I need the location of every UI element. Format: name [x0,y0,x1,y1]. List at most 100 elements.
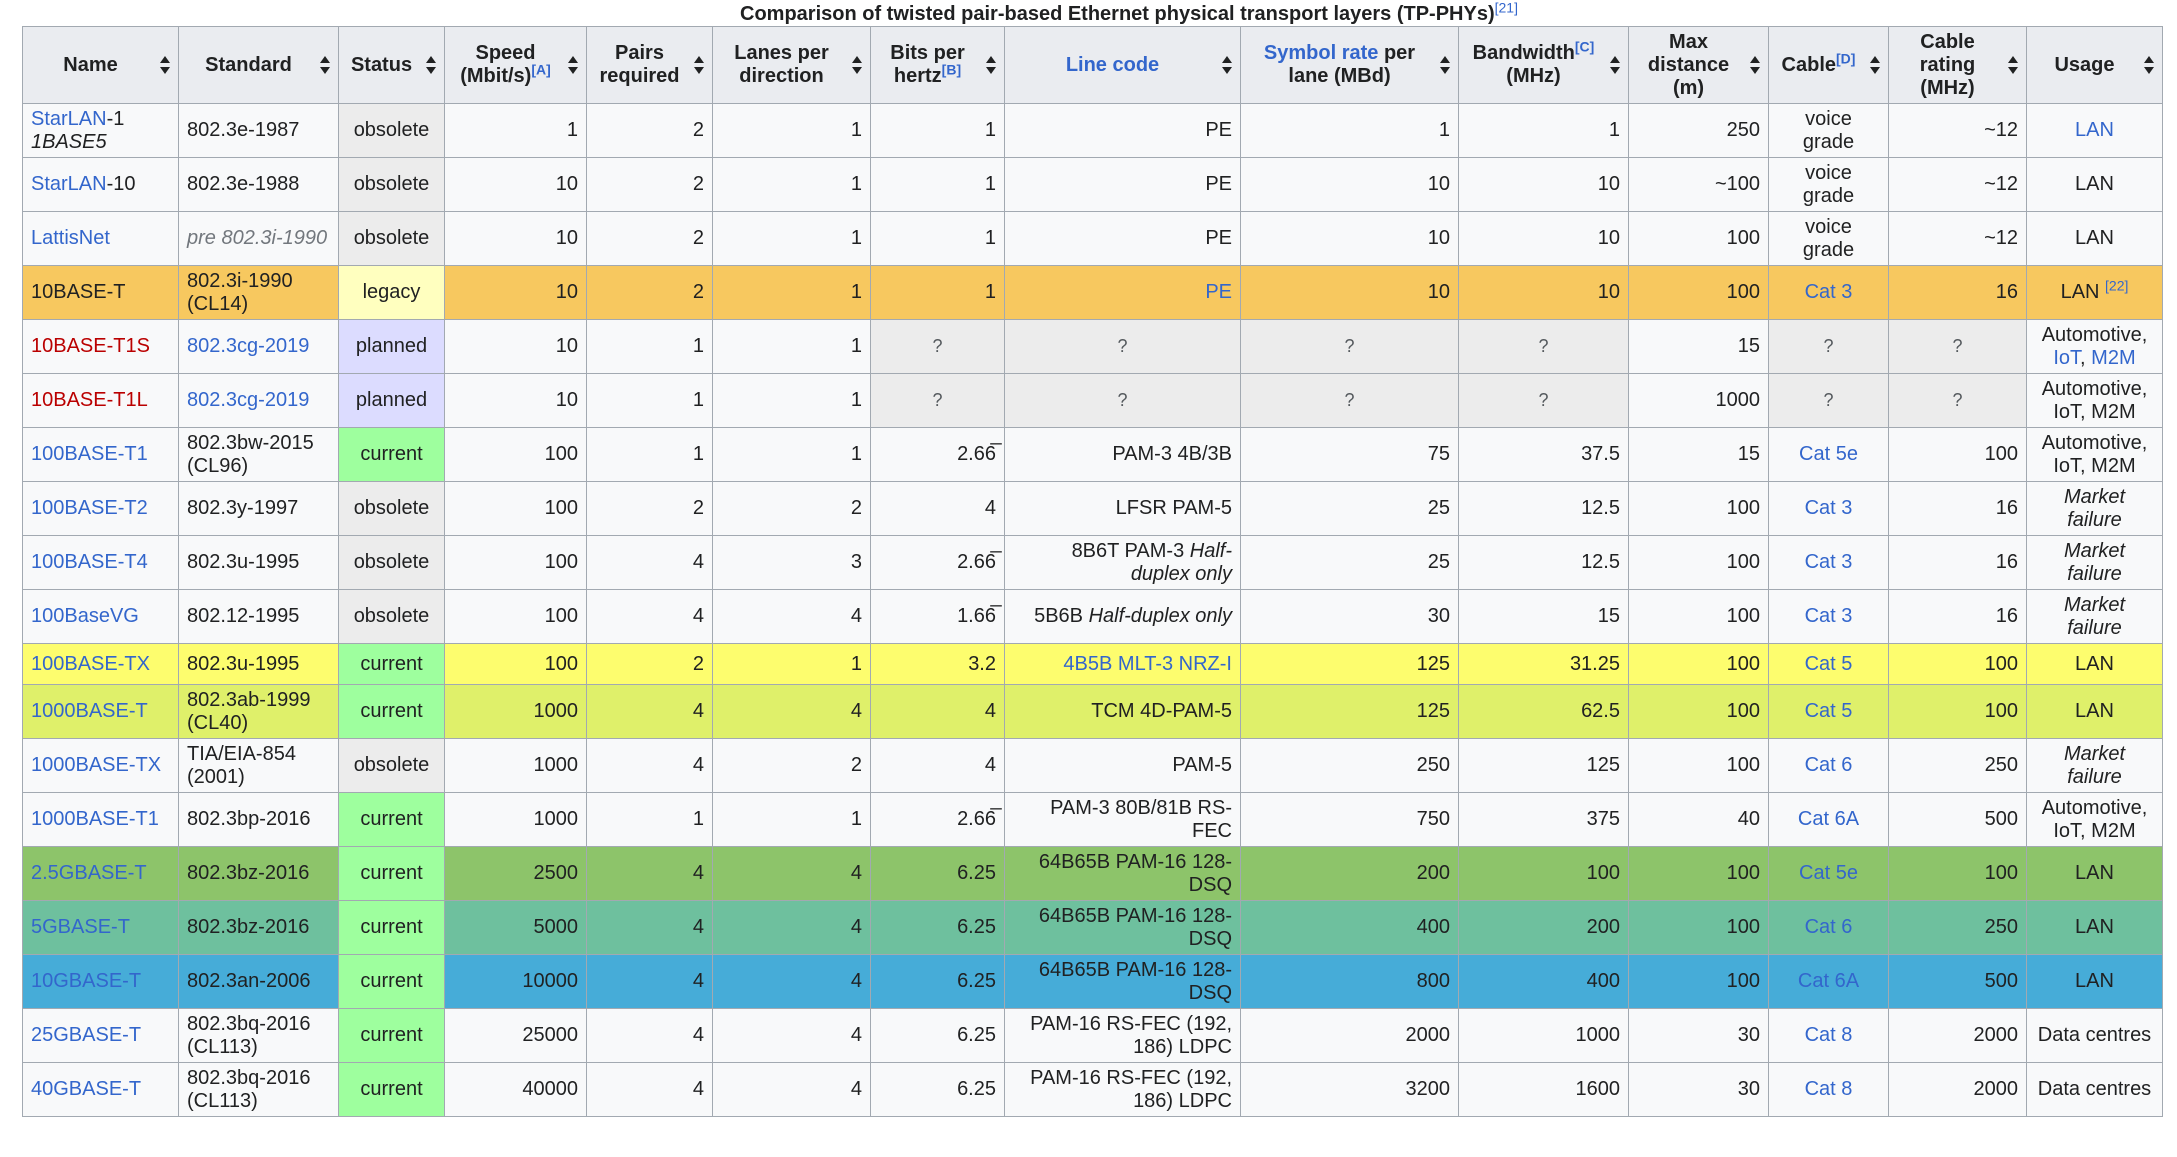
wiki-link[interactable]: StarLAN [31,173,107,195]
column-header-name[interactable]: Name [22,26,179,104]
column-header-linecode[interactable]: Line code [1004,26,1241,104]
sort-arrows-icon[interactable] [1221,54,1233,76]
wiki-link[interactable]: IoT [2053,346,2081,369]
column-header-usage[interactable]: Usage [2026,26,2163,104]
wiki-link[interactable]: MLT-3 [1117,652,1174,675]
cell-usage: Automotive, IoT, M2M [2026,792,2163,847]
wiki-link[interactable]: 5GBASE-T [31,916,130,938]
wiki-link[interactable]: Cat 6 [1804,754,1853,776]
wiki-link[interactable]: Cat 3 [1804,551,1853,573]
reference-link[interactable]: [D] [1836,49,1856,66]
sort-arrows-icon[interactable] [693,54,705,76]
table-row: 1000BASE-T 802.3ab-1999 (CL40) current 1000… [22,684,2163,739]
column-header-speed[interactable]: Speed (Mbit/s)[A] [444,26,587,104]
wiki-link[interactable]: Symbol rate [1263,42,1379,64]
column-header-bits[interactable]: Bits per hertz[B] [870,26,1005,104]
wiki-link[interactable]: 802.3cg-2019 [187,389,310,411]
wiki-link[interactable]: 25GBASE-T [31,1024,142,1046]
wiki-link[interactable]: 802.3cg-2019 [187,335,310,357]
sort-arrows-icon[interactable] [985,54,997,76]
wiki-link[interactable]: Cat 6A [1797,970,1860,992]
cell-bandwidth: 12.5 [1458,481,1629,536]
cell-lanes: 1 [712,792,871,847]
cell-lanes: 3 [712,535,871,590]
sort-arrows-icon[interactable] [319,54,331,76]
redlink[interactable]: 10BASE-T1S [31,335,150,357]
sort-arrows-icon[interactable] [2143,54,2155,76]
wiki-link[interactable]: 4B5B [1063,652,1113,675]
cell-speed: 10 [444,319,587,374]
wiki-link[interactable]: Cat 3 [1804,605,1853,627]
cell-speed: 100 [444,535,587,590]
sort-arrows-icon[interactable] [1869,54,1881,76]
column-header-lanes[interactable]: Lanes per direction [712,26,871,104]
wiki-link[interactable]: Cat 5 [1804,700,1853,722]
wiki-link[interactable]: Cat 6A [1797,808,1860,830]
cell-text: -1 [106,107,125,130]
cell-standard: 802.3bz-2016 [178,900,339,955]
reference-link[interactable]: [22] [2105,277,2129,294]
sort-arrows-icon[interactable] [851,54,863,76]
cell-linecode: LFSR PAM-5 [1004,481,1241,536]
wiki-link[interactable]: Cat 5 [1804,652,1853,675]
caption-ref-link[interactable]: [21] [1494,0,1518,16]
cell-bits: 1 [870,157,1005,212]
wiki-link[interactable]: 10GBASE-T [31,970,142,992]
wiki-link[interactable]: 1000BASE-TX [31,754,162,776]
wiki-link[interactable]: 1000BASE-T1 [31,808,159,830]
status-badge: planned [338,373,445,428]
cell-rating: 100 [1888,684,2027,739]
wiki-link[interactable]: Cat 6 [1804,916,1853,938]
wiki-link[interactable]: Cat 8 [1804,1024,1853,1046]
wiki-link[interactable]: 40GBASE-T [31,1078,142,1100]
cell-pairs: 2 [586,265,713,320]
cell-rating: 100 [1888,643,2027,685]
cell-bandwidth: 125 [1458,738,1629,793]
cell-cable: Cat 6A [1768,954,1889,1009]
wiki-link[interactable]: Cat 5e [1799,443,1858,465]
cell-symrate: 200 [1240,846,1459,901]
redlink[interactable]: 10BASE-T1L [31,389,148,411]
column-header-maxdist[interactable]: Max distance (m) [1628,26,1769,104]
wiki-link[interactable]: StarLAN [31,107,107,130]
wiki-link[interactable]: Line code [1065,53,1160,76]
column-header-bandwidth[interactable]: Bandwidth[C] (MHz) [1458,26,1629,104]
header-row: Name Standard Status Speed (Mbit/s)[A] Pairs… [22,26,2163,104]
column-header-status[interactable]: Status [338,26,445,104]
wiki-link[interactable]: 1000BASE-T [31,700,148,722]
cell-text: voice grade [1802,107,1855,153]
sort-arrows-icon[interactable] [1609,54,1621,76]
cell-usage: LAN [22] [2026,265,2163,320]
wiki-link[interactable]: Cat 5e [1799,862,1858,884]
wiki-link[interactable]: Cat 3 [1804,497,1853,519]
wiki-link[interactable]: 100BASE-T2 [31,497,148,519]
column-header-pairs[interactable]: Pairs required [586,26,713,104]
wiki-link[interactable]: PE [1205,281,1232,303]
wiki-link[interactable]: LAN [2075,119,2114,141]
wiki-link[interactable]: M2M [2091,346,2136,369]
sort-arrows-icon[interactable] [1749,54,1761,76]
sort-arrows-icon[interactable] [1439,54,1451,76]
sort-arrows-icon[interactable] [2007,54,2019,76]
reference-link[interactable]: [A] [531,61,551,78]
wiki-link[interactable]: 2.5GBASE-T [31,862,147,884]
table-row: 1000BASE-TX TIA/EIA-854 (2001) obsolete 100… [22,738,2163,793]
wiki-link[interactable]: 100BASE-T1 [31,443,148,465]
column-header-standard[interactable]: Standard [178,26,339,104]
wiki-link[interactable]: Cat 8 [1804,1078,1853,1100]
column-header-rating[interactable]: Cable rating (MHz) [1888,26,2027,104]
column-header-cable[interactable]: Cable[D] [1768,26,1889,104]
reference-link[interactable]: [C] [1574,38,1595,55]
wiki-link[interactable]: 100BASE-T4 [31,551,148,573]
cell-text: 802.3bp-2016 [187,808,311,830]
wiki-link[interactable]: NRZ-I [1178,652,1232,675]
wiki-link[interactable]: LattisNet [31,227,110,249]
wiki-link[interactable]: Cat 3 [1804,281,1853,303]
sort-arrows-icon[interactable] [567,54,579,76]
wiki-link[interactable]: 100BASE-TX [31,652,150,675]
reference-link[interactable]: [B] [941,61,962,78]
sort-arrows-icon[interactable] [425,54,437,76]
sort-arrows-icon[interactable] [159,54,171,76]
wiki-link[interactable]: 100BaseVG [31,605,139,627]
column-header-symrate[interactable]: Symbol rate per lane (MBd) [1240,26,1459,104]
